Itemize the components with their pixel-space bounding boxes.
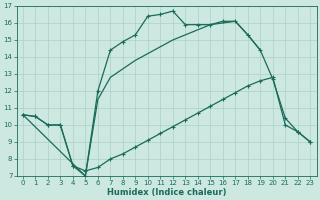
X-axis label: Humidex (Indice chaleur): Humidex (Indice chaleur)	[107, 188, 226, 197]
